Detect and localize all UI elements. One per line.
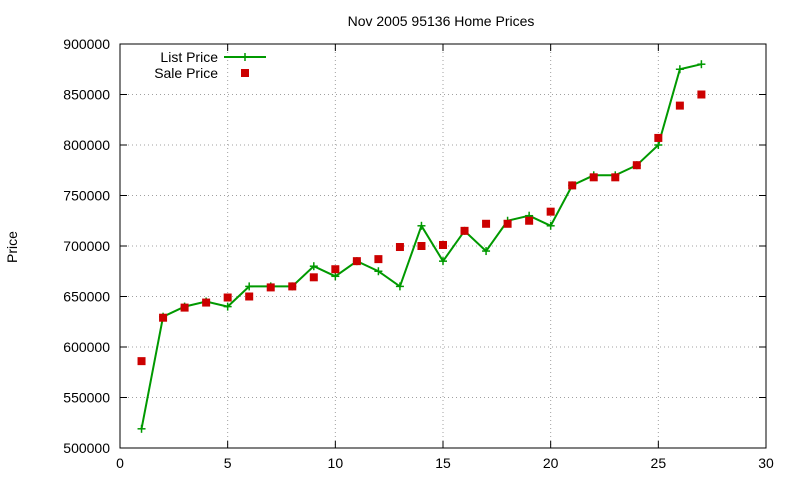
sale-price-point — [568, 181, 577, 190]
x-tick-label: 5 — [224, 455, 232, 471]
sale-price-point — [654, 133, 663, 142]
sale-price-point — [159, 313, 168, 322]
y-axis: 500000 550000 600000 650000 700000 750000 8000… — [63, 36, 766, 456]
list-price-point — [546, 221, 555, 230]
list-price-point — [697, 60, 706, 69]
list-price-point — [245, 282, 254, 291]
list-price-point — [675, 65, 684, 74]
sale-price-point — [460, 226, 469, 235]
sale-price-point — [417, 242, 426, 250]
sale-price-point — [439, 240, 447, 249]
sale-price-point — [395, 243, 404, 252]
sale-price-point — [482, 219, 491, 228]
sale-price-point — [675, 101, 684, 110]
sale-price-point — [697, 90, 706, 99]
chart-title: Nov 2005 95136 Home Prices — [348, 13, 535, 29]
legend-label-list-price: List Price — [160, 49, 218, 65]
x-tick-label: 25 — [651, 455, 667, 471]
x-tick-label: 10 — [328, 455, 344, 471]
x-tick-label: 20 — [543, 455, 559, 471]
sale-price-point — [202, 298, 211, 307]
sale-price-point — [503, 219, 512, 228]
sale-price-point — [137, 357, 146, 366]
list-price-point — [417, 221, 426, 230]
sale-price-series — [137, 90, 706, 366]
list-price-point — [331, 272, 340, 281]
list-price-point — [439, 257, 447, 266]
sale-price-point — [266, 283, 275, 292]
y-tick-label: 550000 — [63, 390, 110, 406]
y-tick-label: 600000 — [63, 339, 110, 355]
sale-price-point — [245, 292, 254, 301]
sale-price-point — [374, 255, 383, 264]
list-price-point — [137, 424, 146, 433]
series-layer — [137, 60, 706, 433]
sale-price-point — [331, 265, 340, 274]
y-tick-label: 650000 — [63, 289, 110, 305]
x-tick-label: 0 — [116, 455, 124, 471]
y-tick-label: 500000 — [63, 440, 110, 456]
sale-price-point — [632, 161, 641, 170]
x-tick-label: 15 — [435, 455, 451, 471]
list-price-point — [654, 141, 663, 149]
legend-marker-sale-price — [241, 69, 249, 77]
sale-price-point — [611, 173, 620, 182]
list-price-point — [395, 282, 404, 291]
sale-price-point — [589, 173, 598, 182]
sale-price-point — [223, 293, 232, 302]
legend-label-sale-price: Sale Price — [154, 65, 218, 81]
list-price-point — [482, 247, 491, 256]
sale-price-point — [546, 207, 555, 216]
y-tick-label: 750000 — [63, 188, 110, 204]
sale-price-point — [180, 303, 189, 312]
y-axis-label: Price — [4, 231, 20, 263]
y-tick-label: 900000 — [63, 36, 110, 52]
legend-marker-list-price — [241, 53, 249, 61]
sale-price-point — [352, 257, 361, 266]
x-tick-label: 30 — [758, 455, 774, 471]
y-tick-label: 850000 — [63, 87, 110, 103]
grid — [120, 44, 766, 448]
list-price-point — [374, 267, 383, 276]
list-price-point — [309, 262, 318, 271]
y-tick-label: 800000 — [63, 137, 110, 153]
y-tick-label: 700000 — [63, 238, 110, 254]
x-axis: 0 5 10 15 20 25 30 — [116, 44, 774, 471]
sale-price-point — [288, 282, 297, 291]
sale-price-point — [525, 216, 534, 225]
sale-price-point — [309, 273, 318, 282]
list-price-point — [223, 302, 232, 311]
